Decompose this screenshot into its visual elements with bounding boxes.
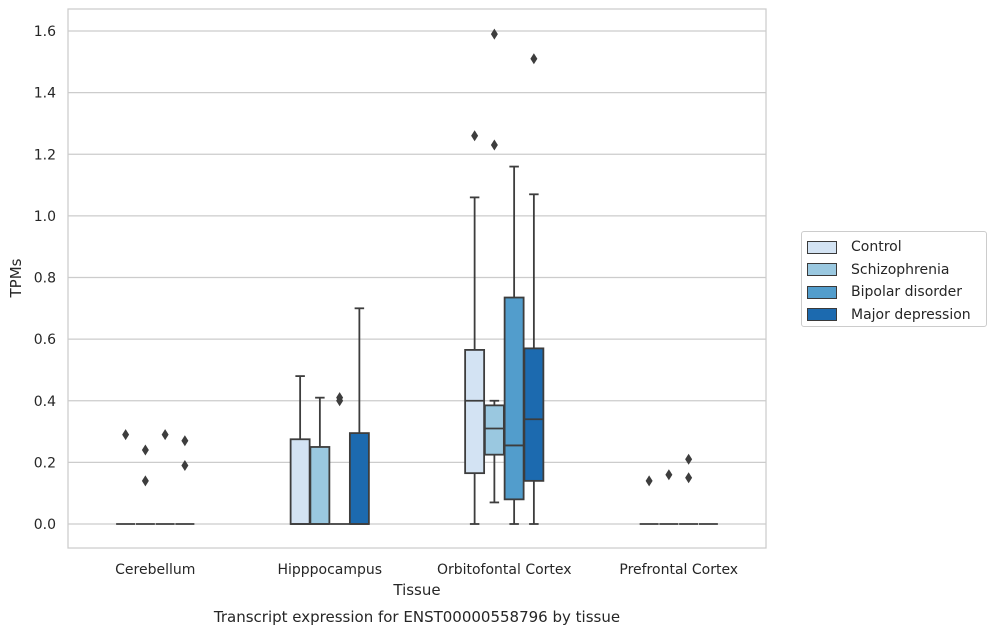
- outlier-point: [141, 475, 149, 487]
- legend-label: Schizophrenia: [851, 261, 950, 278]
- legend: Control Schizophrenia Bipolar disorder Majo…: [801, 231, 987, 327]
- box-group: [639, 475, 659, 525]
- grid-lines: [68, 30, 766, 525]
- box: [309, 446, 331, 525]
- outlier-point: [161, 429, 169, 441]
- box-group: [483, 28, 505, 504]
- legend-item: Bipolar disorder: [807, 281, 986, 304]
- box-group: [348, 307, 370, 525]
- legend-label: Major depression: [851, 306, 971, 323]
- legend-item: Schizophrenia: [807, 259, 986, 282]
- outlier-point: [490, 139, 498, 151]
- box-group: [679, 453, 699, 525]
- box: [523, 347, 545, 482]
- box-group: [175, 435, 195, 525]
- x-axis-label: Tissue: [392, 581, 440, 599]
- legend-swatch: [807, 240, 837, 254]
- legend-label: Control: [851, 239, 902, 256]
- box: [289, 438, 311, 525]
- y-tick-label: 0.2: [34, 455, 56, 471]
- legend-swatch: [807, 285, 837, 299]
- box: [464, 349, 486, 475]
- outlier-point: [685, 472, 693, 484]
- x-tick-label: Orbitofontal Cortex: [437, 562, 572, 578]
- outlier-point: [336, 395, 344, 407]
- outlier-point: [471, 130, 479, 142]
- x-tick-label: Hipppocampus: [277, 562, 382, 578]
- outlier-point: [122, 429, 130, 441]
- outlier-point: [490, 28, 498, 40]
- y-tick-label: 0.0: [34, 517, 56, 533]
- y-axis-label: TPMs: [7, 258, 25, 298]
- legend-item: Major depression: [807, 304, 986, 327]
- plot-frame: [67, 8, 767, 549]
- box-group: [523, 53, 545, 525]
- box: [483, 404, 505, 456]
- box-group: [659, 469, 679, 525]
- y-tick-label: 1.6: [34, 24, 56, 40]
- legend-label: Bipolar disorder: [851, 284, 963, 301]
- x-tick-labels: Cerebellum Hipppocampus Orbitofontal Corte…: [115, 562, 738, 578]
- box-group: [116, 429, 136, 525]
- x-tick-label: Prefrontal Cortex: [619, 562, 738, 578]
- box: [348, 432, 370, 525]
- outlier-point: [530, 53, 538, 65]
- box-groups: [116, 28, 718, 525]
- box: [503, 296, 525, 501]
- x-tick-label: Cerebellum: [115, 562, 195, 578]
- y-tick-label: 0.8: [34, 271, 56, 287]
- y-tick-labels: 0.0 0.2 0.4 0.6 0.8 1.0 1.2 1.4 1.6: [34, 24, 56, 533]
- legend-swatch: [807, 263, 837, 277]
- box-group: [330, 392, 350, 525]
- outlier-point: [645, 475, 653, 487]
- legend-item: Control: [807, 236, 986, 259]
- box-group: [309, 396, 331, 525]
- box-group: [155, 429, 175, 525]
- y-tick-label: 0.6: [34, 332, 56, 348]
- legend-swatch: [807, 308, 837, 322]
- chart-caption: Transcript expression for ENST0000055879…: [213, 608, 620, 626]
- y-tick-label: 0.4: [34, 394, 56, 410]
- box-group: [135, 444, 155, 525]
- y-tick-label: 1.0: [34, 209, 56, 225]
- outlier-point: [181, 459, 189, 471]
- outlier-point: [685, 453, 693, 465]
- outlier-point: [141, 444, 149, 456]
- box-group: [289, 375, 311, 525]
- box-group: [503, 165, 525, 525]
- outlier-point: [181, 435, 189, 447]
- outlier-point: [665, 469, 673, 481]
- box-group: [464, 130, 486, 525]
- y-tick-label: 1.2: [34, 147, 56, 163]
- y-tick-label: 1.4: [34, 86, 56, 102]
